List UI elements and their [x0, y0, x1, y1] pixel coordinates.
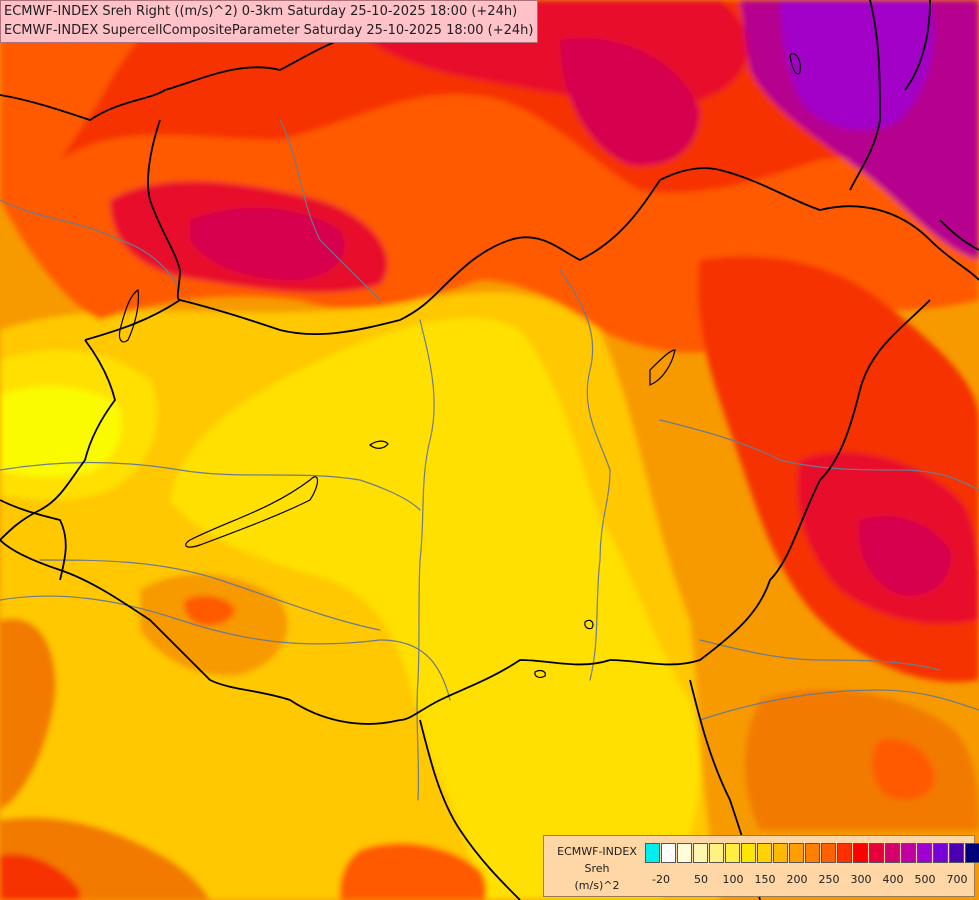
- border-poland-ukraine: [904, 0, 931, 91]
- legend-unit: (m/s)^2: [574, 879, 620, 892]
- field-zone-red-orange-south: [339, 842, 487, 900]
- lake-balaton: [185, 476, 319, 548]
- legend-variable: Sreh: [584, 862, 610, 875]
- legend-tick-label: 250: [818, 873, 840, 886]
- field-zone-magenta-east: [859, 516, 951, 596]
- field-zone-yellow: [170, 317, 700, 900]
- river-south: [0, 595, 451, 701]
- field-zone-crimson-center: [190, 207, 345, 281]
- legend-swatch: [645, 843, 660, 863]
- legend-swatch: [901, 843, 916, 863]
- map-title-line1: ECMWF-INDEX Sreh Right ((m/s)^2) 0-3km S…: [4, 4, 518, 19]
- map-title-line2: ECMWF-INDEX SupercellCompositeParameter …: [4, 23, 534, 38]
- legend-swatch: [885, 843, 900, 863]
- legend-tick-label: 300: [850, 873, 872, 886]
- lake-small-north: [789, 53, 801, 75]
- border-slovenia: [0, 499, 67, 581]
- legend-swatch: [949, 843, 964, 863]
- legend-swatch: [741, 843, 756, 863]
- river-tisza: [559, 269, 611, 681]
- legend-swatch: [869, 843, 884, 863]
- field-zone-yellow-bright: [0, 386, 122, 478]
- legend-title: ECMWF-INDEX: [557, 845, 637, 858]
- border-serbia-hungary: [399, 659, 611, 721]
- legend-tick-label: 100: [722, 873, 744, 886]
- lake-south-small-2: [534, 670, 546, 678]
- field-zone-red-bottom-left: [0, 854, 80, 900]
- legend-swatch: [709, 843, 724, 863]
- legend-tick-label: 500: [914, 873, 936, 886]
- legend-swatch: [917, 843, 932, 863]
- border-slovakia-hungary: [84, 167, 721, 341]
- legend-swatch: [693, 843, 708, 863]
- legend-swatch: [837, 843, 852, 863]
- legend-tick-label: 200: [786, 873, 808, 886]
- lake-south-small: [584, 619, 594, 630]
- legend-swatches: [645, 843, 979, 863]
- legend-tick-label: 50: [694, 873, 708, 886]
- river-northwest: [0, 199, 181, 291]
- field-zone-red-orange-southwest: [184, 595, 235, 626]
- river-west: [0, 461, 421, 511]
- legend-tick-label: -20: [652, 873, 670, 886]
- legend-tick-label: 400: [882, 873, 904, 886]
- legend-swatch: [773, 843, 788, 863]
- legend-swatch: [853, 843, 868, 863]
- legend-tick-label: 150: [754, 873, 776, 886]
- legend-swatch: [965, 843, 979, 863]
- field-zone-orange-south: [0, 618, 56, 810]
- map-title-box: ECMWF-INDEX Sreh Right ((m/s)^2) 0-3km S…: [0, 0, 539, 43]
- lake-neusiedl: [118, 288, 140, 343]
- border-moldova: [939, 219, 979, 251]
- legend-tick-label: 700: [946, 873, 968, 886]
- border-ukraine-hungary: [719, 169, 979, 281]
- legend-swatch: [661, 843, 676, 863]
- river-north: [279, 119, 381, 301]
- legend-swatch: [933, 843, 948, 863]
- legend-swatch: [757, 843, 772, 863]
- border-croatia-hungary: [0, 539, 401, 725]
- color-legend: ECMWF-INDEX Sreh (m/s)^2 -20 50 100 150 200 2…: [543, 835, 979, 897]
- lakes: [118, 53, 801, 678]
- river-southeast: [699, 689, 979, 721]
- river-mures: [699, 639, 941, 671]
- legend-ticks: -20 50 100 150 200 250 300 400 500 700: [645, 873, 968, 889]
- legend-swatch: [789, 843, 804, 863]
- field-zone-red-orange-southeast: [872, 739, 935, 800]
- legend-swatch: [821, 843, 836, 863]
- legend-swatch: [805, 843, 820, 863]
- legend-swatch: [677, 843, 692, 863]
- lake-kiskore: [649, 349, 676, 386]
- lake-velence: [369, 440, 389, 449]
- field-zone-purple-northeast: [780, 0, 934, 131]
- field-zone-magenta-top: [560, 38, 700, 166]
- border-czech: [147, 119, 181, 301]
- border-romania-hungary: [609, 299, 931, 666]
- border-serbia-south: [419, 719, 521, 900]
- legend-swatch: [725, 843, 740, 863]
- border-northeast: [849, 0, 881, 191]
- border-austria-hungary: [0, 339, 116, 541]
- river-drava: [39, 559, 381, 631]
